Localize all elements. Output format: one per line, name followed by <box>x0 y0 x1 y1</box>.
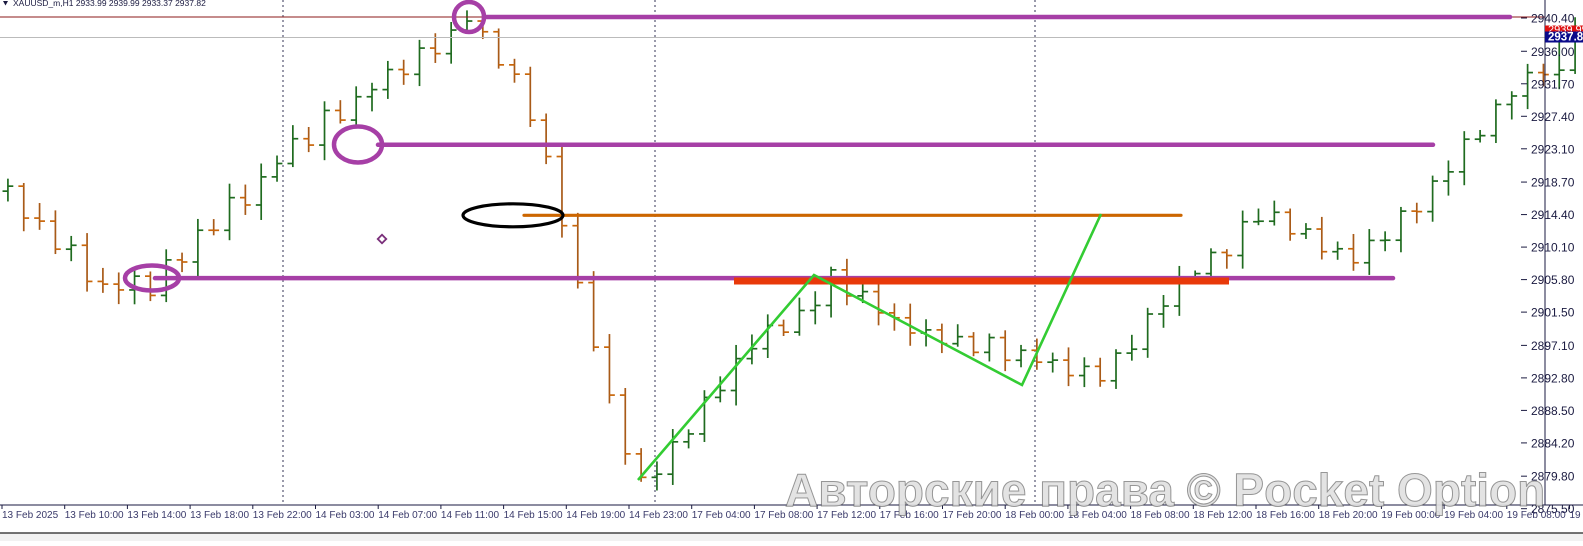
svg-text:17 Feb 04:00: 17 Feb 04:00 <box>692 510 751 521</box>
svg-text:2937.82: 2937.82 <box>1548 31 1583 43</box>
svg-text:14 Feb 11:00: 14 Feb 11:00 <box>441 510 500 521</box>
svg-text:2910.10: 2910.10 <box>1531 241 1575 255</box>
svg-text:2918.70: 2918.70 <box>1531 176 1575 190</box>
svg-text:XAUUSD_m,H1 2933.99 2939.99 2: XAUUSD_m,H1 2933.99 2939.99 2933.37 2937… <box>13 0 206 8</box>
svg-text:2897.10: 2897.10 <box>1531 339 1575 353</box>
svg-text:2884.20: 2884.20 <box>1531 436 1575 450</box>
svg-text:2927.40: 2927.40 <box>1531 110 1575 124</box>
svg-text:2892.80: 2892.80 <box>1531 371 1575 385</box>
svg-text:13 Feb 18:00: 13 Feb 18:00 <box>190 510 249 521</box>
svg-text:13 Feb 2025: 13 Feb 2025 <box>2 510 59 521</box>
svg-text:14 Feb 15:00: 14 Feb 15:00 <box>504 510 563 521</box>
svg-text:2905.80: 2905.80 <box>1531 273 1575 287</box>
svg-text:14 Feb 03:00: 14 Feb 03:00 <box>316 510 375 521</box>
svg-text:13 Feb 22:00: 13 Feb 22:00 <box>253 510 312 521</box>
svg-text:13 Feb 14:00: 13 Feb 14:00 <box>127 510 186 521</box>
svg-text:2914.40: 2914.40 <box>1531 208 1575 222</box>
svg-text:14 Feb 23:00: 14 Feb 23:00 <box>629 510 688 521</box>
svg-text:2888.50: 2888.50 <box>1531 404 1575 418</box>
svg-text:2901.50: 2901.50 <box>1531 306 1575 320</box>
svg-text:2936.00: 2936.00 <box>1531 45 1575 59</box>
svg-text:14 Feb 07:00: 14 Feb 07:00 <box>378 510 437 521</box>
svg-text:13 Feb 10:00: 13 Feb 10:00 <box>65 510 124 521</box>
svg-text:14 Feb 19:00: 14 Feb 19:00 <box>566 510 625 521</box>
svg-text:2923.10: 2923.10 <box>1531 142 1575 156</box>
svg-text:2931.70: 2931.70 <box>1531 77 1575 91</box>
